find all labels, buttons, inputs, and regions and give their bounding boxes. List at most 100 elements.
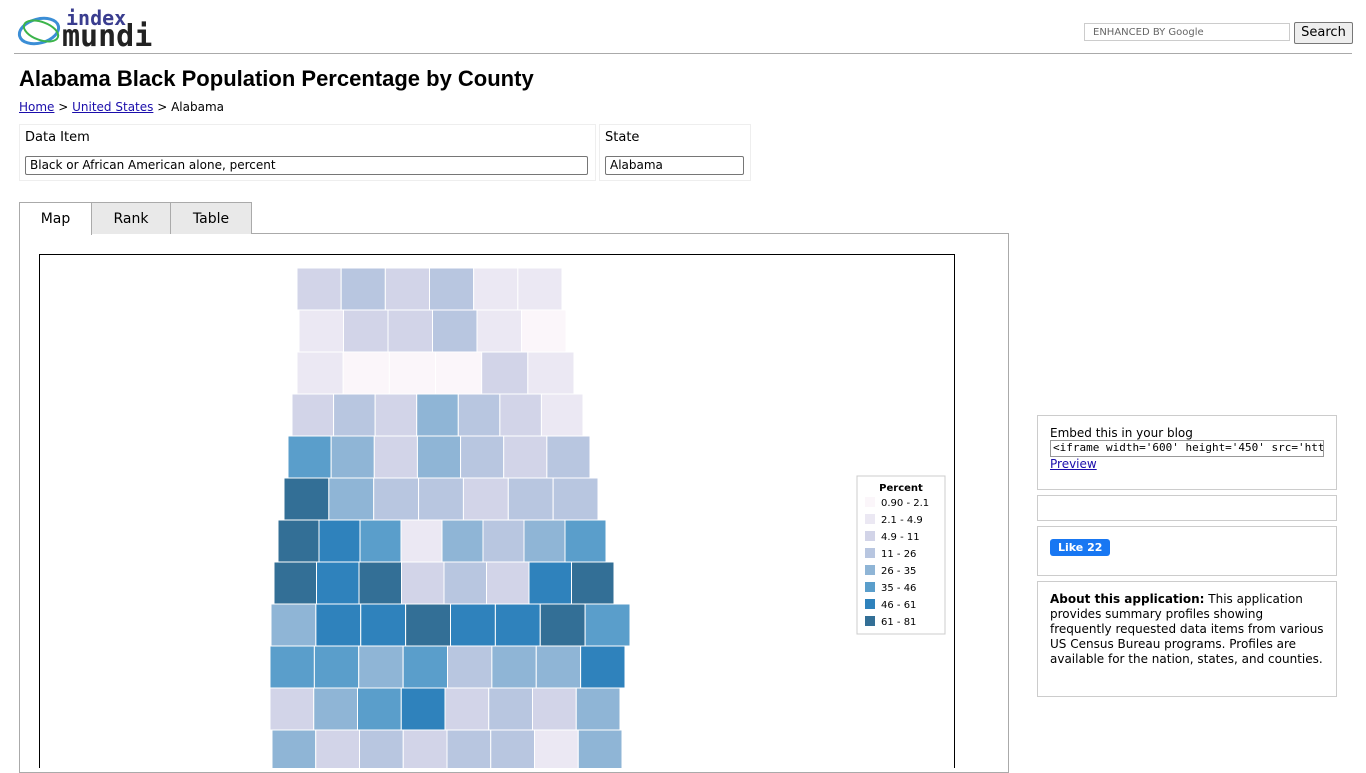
legend-label: 46 - 61 [881, 600, 916, 611]
county [342, 351, 390, 395]
legend-title: Percent [879, 483, 923, 494]
county [575, 687, 621, 731]
about-box: About this application: This application… [1037, 581, 1337, 697]
county [340, 267, 386, 311]
like-button[interactable]: Like 22 [1050, 539, 1111, 556]
county [429, 267, 475, 311]
tab-map[interactable]: Map [19, 202, 92, 235]
county [535, 645, 582, 689]
about-text: This application provides summary profil… [1050, 592, 1324, 666]
county [400, 519, 443, 563]
legend-label: 26 - 35 [881, 566, 916, 577]
logo-top[interactable]: index [66, 6, 127, 30]
county [462, 477, 509, 521]
legend-swatch [865, 497, 875, 507]
county [552, 477, 599, 521]
county [315, 729, 360, 768]
county [418, 477, 464, 521]
county [296, 351, 344, 395]
legend-swatch [865, 582, 875, 592]
county [488, 687, 533, 731]
county [416, 435, 462, 479]
county [446, 729, 492, 768]
county [564, 519, 607, 563]
county [416, 393, 459, 437]
county [539, 603, 586, 647]
divider [14, 53, 1352, 54]
crumb-current: Alabama [171, 100, 224, 114]
legend-label: 11 - 26 [881, 549, 916, 560]
county [401, 561, 445, 605]
county [444, 687, 490, 731]
county [517, 267, 563, 311]
search-button[interactable]: Search [1294, 22, 1353, 44]
tab-rank[interactable]: Rank [91, 202, 171, 234]
county [358, 645, 404, 689]
county [481, 351, 529, 395]
county [443, 561, 487, 605]
county [358, 561, 402, 605]
county [316, 561, 360, 605]
county [577, 729, 623, 768]
legend-label: 61 - 81 [881, 617, 916, 628]
preview-link[interactable]: Preview [1050, 457, 1097, 471]
map: Percent 0.90 - 2.1 2.1 - 4.9 4.9 - 11 11 - … [39, 254, 955, 768]
county [580, 645, 626, 689]
empty-box [1037, 495, 1337, 521]
legend-label: 4.9 - 11 [881, 532, 920, 543]
state-cell [599, 124, 751, 181]
search-input[interactable]: ENHANCED BY Google [1084, 23, 1290, 41]
county [313, 687, 358, 731]
county [373, 477, 420, 521]
county [283, 477, 330, 521]
crumb-link[interactable]: Home [19, 100, 55, 114]
county [435, 351, 483, 395]
county [528, 561, 572, 605]
legend-label: 2.1 - 4.9 [881, 515, 923, 526]
tab-table[interactable]: Table [170, 202, 252, 234]
county [534, 729, 579, 768]
county [494, 603, 541, 647]
county [359, 729, 404, 768]
legend-swatch [865, 599, 875, 609]
county [450, 603, 496, 647]
county [360, 603, 407, 647]
county [330, 435, 375, 479]
county [273, 561, 317, 605]
crumb-link[interactable]: United States [72, 100, 154, 114]
county [271, 729, 317, 768]
county [328, 477, 375, 521]
county [333, 393, 376, 437]
data-item-label: Data Item [25, 130, 90, 145]
county [402, 729, 448, 768]
county [400, 687, 446, 731]
county [318, 519, 361, 563]
county [476, 309, 522, 353]
county [357, 687, 402, 731]
county [491, 645, 537, 689]
county [571, 561, 615, 605]
embed-code[interactable]: <iframe width='600' height='450' src='ht… [1050, 440, 1324, 457]
county [287, 435, 332, 479]
logo-bottom[interactable]: mundi [62, 19, 153, 54]
data-item-cell [19, 124, 596, 181]
about-title: About this application: [1050, 592, 1205, 606]
like-box: Like 22 [1037, 526, 1337, 576]
county [388, 351, 437, 395]
county [313, 645, 360, 689]
legend-label: 0.90 - 2.1 [881, 498, 929, 509]
legend-swatch [865, 531, 875, 541]
embed-label: Embed this in your blog [1050, 426, 1193, 440]
county [490, 729, 535, 768]
county [343, 309, 389, 353]
county [473, 267, 519, 311]
county [503, 435, 548, 479]
page-title: Alabama Black Population Percentage by C… [19, 66, 534, 91]
state-select[interactable]: Alabama [605, 156, 744, 175]
county [277, 519, 320, 563]
county [402, 645, 448, 689]
county [540, 393, 584, 437]
county [359, 519, 402, 563]
data-item-select[interactable]: Black or African American alone, percent [25, 156, 588, 175]
legend-swatch [865, 514, 875, 524]
